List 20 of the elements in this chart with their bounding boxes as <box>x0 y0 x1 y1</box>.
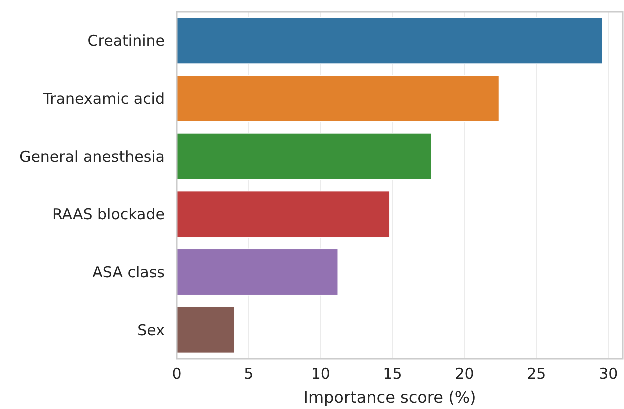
y-tick-label: ASA class <box>92 264 166 282</box>
y-tick-label: Creatinine <box>88 32 165 50</box>
x-tick-label: 30 <box>599 365 618 383</box>
x-tick-label: 25 <box>527 365 546 383</box>
x-tick-label: 20 <box>455 365 474 383</box>
x-tick-label: 10 <box>311 365 330 383</box>
x-tick-label: 0 <box>172 365 182 383</box>
x-axis-title: Importance score (%) <box>304 388 476 407</box>
y-tick-label: Tranexamic acid <box>42 90 165 108</box>
x-tick-label: 15 <box>383 365 402 383</box>
x-tick-label: 5 <box>244 365 254 383</box>
bar <box>176 133 432 180</box>
bar <box>176 75 500 122</box>
bar <box>176 248 339 296</box>
y-tick-label: General anesthesia <box>20 148 165 166</box>
bar <box>176 17 604 64</box>
y-tick-label: Sex <box>138 321 166 340</box>
y-tick-label: RAAS blockade <box>52 206 165 224</box>
bar <box>176 306 235 354</box>
bar <box>176 190 390 238</box>
